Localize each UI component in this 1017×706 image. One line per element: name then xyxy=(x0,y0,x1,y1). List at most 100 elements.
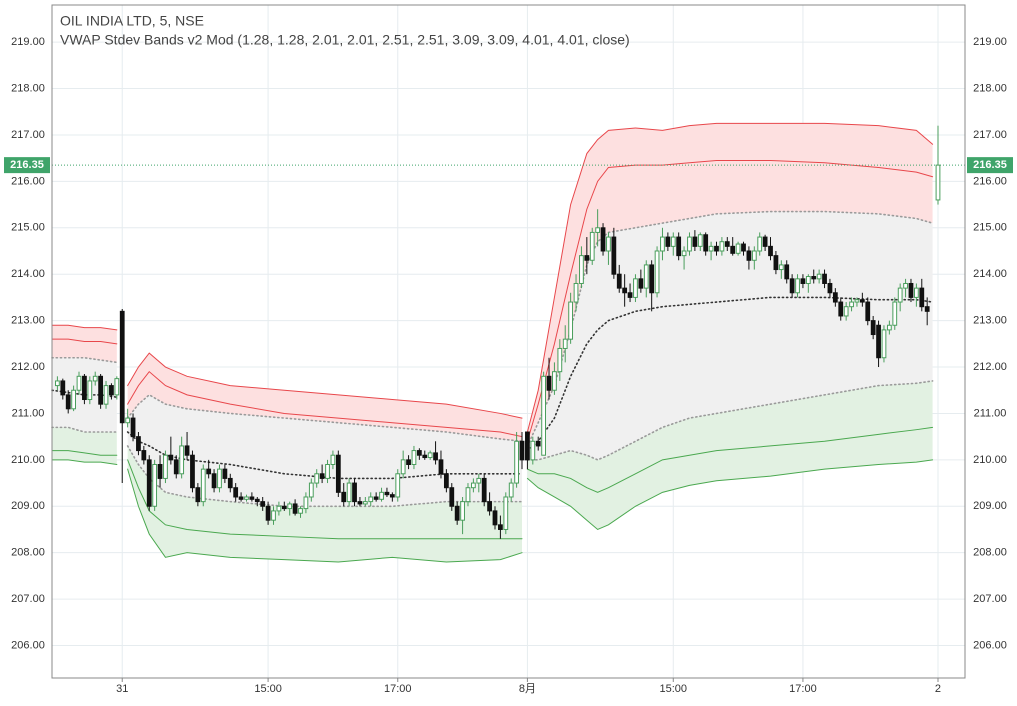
candle-body xyxy=(168,454,174,461)
candle-body xyxy=(217,468,222,489)
candle-body xyxy=(244,496,249,500)
candle-body xyxy=(903,282,908,289)
candle-body xyxy=(638,278,644,289)
candle-body xyxy=(400,459,406,475)
candle-body xyxy=(427,452,433,459)
candle-body xyxy=(692,236,698,247)
band-fill xyxy=(52,325,117,363)
band-line xyxy=(51,338,118,345)
plot-frame xyxy=(51,4,966,679)
band-line xyxy=(127,468,523,563)
candle-body xyxy=(859,299,865,303)
candle-body xyxy=(271,510,276,521)
band-fill xyxy=(527,211,933,460)
candle-body xyxy=(481,477,487,503)
candle-body xyxy=(589,231,595,261)
candle-body xyxy=(714,245,719,252)
candle-body xyxy=(260,501,266,507)
candle-body xyxy=(195,487,201,503)
candle-body xyxy=(179,445,185,475)
x-tick-label: 17:00 xyxy=(384,683,412,695)
chart-subtitle: VWAP Stdev Bands v2 Mod (1.28, 1.28, 2.0… xyxy=(60,32,630,48)
candle-body xyxy=(881,329,887,359)
candle-body xyxy=(886,324,892,331)
y-tick-label: 206.00 xyxy=(11,639,45,651)
candle-body xyxy=(600,227,606,252)
candle-body xyxy=(357,501,363,505)
candle-body xyxy=(136,436,141,452)
x-tick-label: 31 xyxy=(116,683,128,695)
band-line xyxy=(526,296,934,452)
candle-body xyxy=(784,264,790,280)
candle-body xyxy=(557,347,563,373)
candle-body xyxy=(508,482,514,498)
candle-body xyxy=(292,503,298,514)
candle-body xyxy=(157,463,163,479)
y-tick-label: 209.00 xyxy=(11,500,45,512)
candle-body xyxy=(346,482,352,503)
candle-body xyxy=(541,375,547,456)
candle-body xyxy=(924,306,930,312)
candle-body xyxy=(627,292,633,298)
band-line xyxy=(51,426,118,433)
candle-body xyxy=(125,417,131,424)
candle-body xyxy=(552,371,557,391)
candle-body xyxy=(849,301,854,308)
band-fill xyxy=(127,353,523,442)
candle-body xyxy=(422,454,428,459)
candle-body xyxy=(876,324,881,359)
band-line xyxy=(526,210,934,447)
candle-body xyxy=(741,243,746,252)
y-tick-label: 217.00 xyxy=(11,129,45,141)
candle-body xyxy=(373,496,379,500)
y-tick-label: 210.00 xyxy=(11,454,45,466)
candle-body xyxy=(152,463,158,507)
band-fill xyxy=(527,380,933,530)
band-fill xyxy=(527,123,933,446)
candle-body xyxy=(238,496,244,500)
band-line xyxy=(526,122,934,433)
candle-body xyxy=(98,375,104,405)
candle-body xyxy=(660,236,665,252)
candle-body xyxy=(805,276,811,284)
candle-body xyxy=(525,431,530,461)
candle-body xyxy=(460,501,465,521)
candle-body xyxy=(897,287,903,303)
candle-body xyxy=(811,276,817,280)
candle-body xyxy=(649,264,655,294)
candle-body xyxy=(843,306,849,317)
y-tick-label: 207.00 xyxy=(973,593,1007,605)
candle-body xyxy=(503,496,509,530)
candle-body xyxy=(595,227,601,233)
candle-body xyxy=(71,389,77,410)
candle-body xyxy=(200,468,206,503)
candle-body xyxy=(184,445,190,456)
candle-body xyxy=(633,278,638,298)
candle-body xyxy=(751,250,757,261)
x-tick-label: 2 xyxy=(935,683,941,695)
plot-layer xyxy=(51,5,965,678)
candle-body xyxy=(687,236,692,252)
y-tick-label: 216.00 xyxy=(11,175,45,187)
candle-body xyxy=(249,496,255,500)
candle-body xyxy=(584,255,590,261)
candle-body xyxy=(233,487,239,498)
candle-body xyxy=(438,459,444,475)
candle-body xyxy=(465,487,471,503)
candle-body xyxy=(395,473,401,498)
candle-body xyxy=(908,282,914,298)
y-tick-label: 216.00 xyxy=(973,175,1007,187)
candle-body xyxy=(935,164,941,201)
candle-body xyxy=(206,468,212,475)
candle-body xyxy=(530,440,536,461)
candle-body xyxy=(379,491,384,500)
y-tick-label: 212.00 xyxy=(11,361,45,373)
candle-body xyxy=(303,496,309,510)
candle-body xyxy=(287,503,293,510)
candle-body xyxy=(681,250,687,257)
candle-body xyxy=(265,505,271,521)
candle-body xyxy=(454,505,460,521)
candle-body xyxy=(498,524,503,530)
band-line xyxy=(51,450,118,456)
y-tick-label: 210.00 xyxy=(973,454,1007,466)
